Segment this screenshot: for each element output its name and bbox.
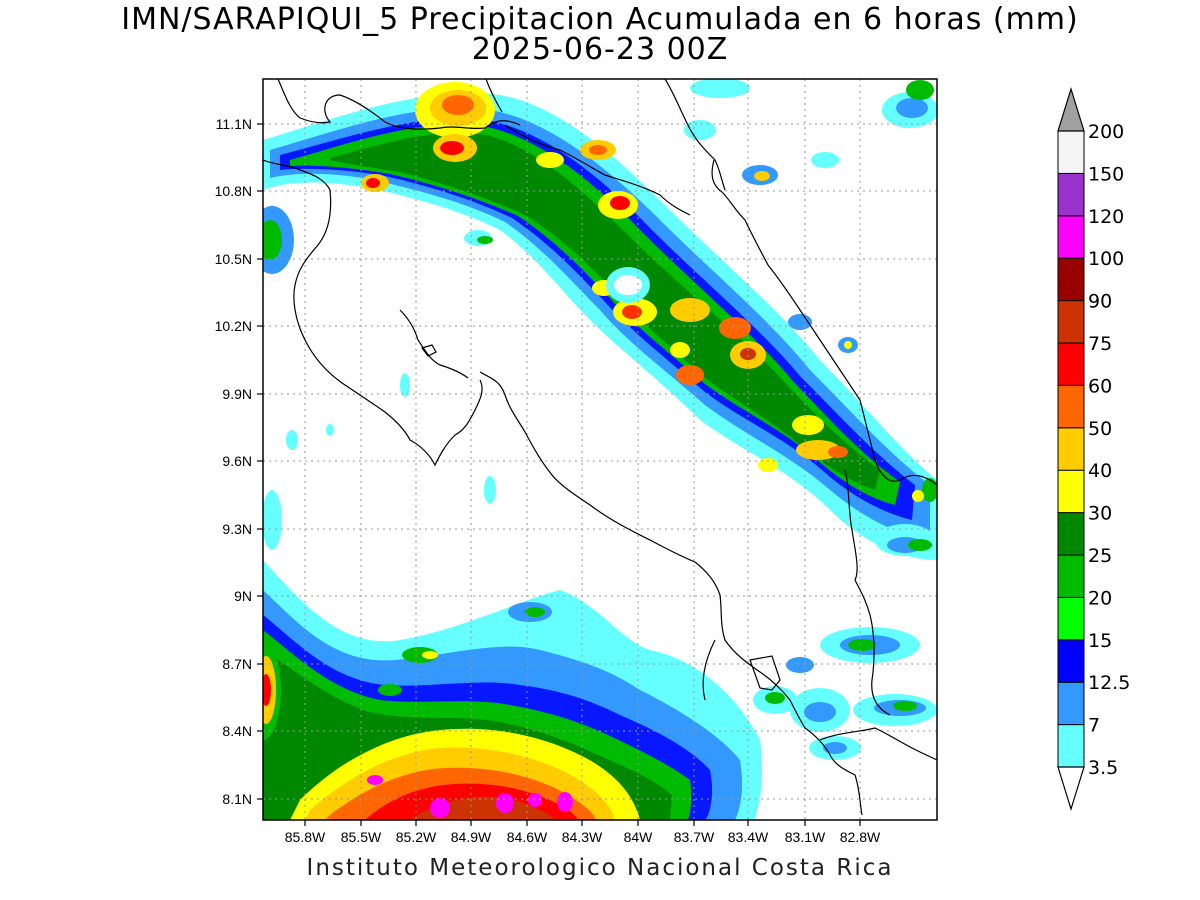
colorbar-swatch <box>1057 554 1085 598</box>
colorbar-label: 30 <box>1088 503 1112 525</box>
colorbar-boxes <box>1057 130 1085 768</box>
colorbar-label: 15 <box>1088 630 1112 652</box>
west-edge-cells <box>263 206 496 550</box>
colorbar-under-triangle <box>1057 766 1085 812</box>
lon-label: 84.3W <box>562 829 603 845</box>
colorbar-swatch <box>1057 681 1085 726</box>
colorbar-label: 200 <box>1088 121 1124 143</box>
colorbar-label: 12.5 <box>1088 672 1130 694</box>
colorbar-label: 120 <box>1088 206 1124 228</box>
lat-label: 10.8N <box>215 183 252 199</box>
colorbar-swatch <box>1057 512 1085 556</box>
lat-label: 8.4N <box>222 723 252 739</box>
map-datetime: 2025-06-23 00Z <box>471 32 729 67</box>
longitude-labels: 85.8W 85.5W 85.2W 84.9W 84.6W 84.3W 84W … <box>285 829 881 845</box>
colorbar-label: 25 <box>1088 545 1112 567</box>
colorbar-label: 20 <box>1088 587 1112 609</box>
colorbar-legend: 3.5 7 12.5 15 20 25 30 40 50 60 75 90 100 120 150 200 <box>1057 86 1130 812</box>
lat-label: 10.5N <box>215 251 252 267</box>
lon-label: 83.4W <box>728 829 769 845</box>
lon-label: 83.1W <box>785 829 826 845</box>
lon-label: 82.8W <box>840 829 881 845</box>
colorbar-label: 3.5 <box>1088 757 1118 779</box>
colorbar-swatch <box>1057 427 1085 471</box>
lat-label: 9.3N <box>222 521 252 537</box>
colorbar-over-triangle <box>1057 86 1085 132</box>
lat-label: 9N <box>234 588 252 604</box>
colorbar-swatch <box>1057 596 1085 641</box>
colorbar-labels: 3.5 7 12.5 15 20 25 30 40 50 60 75 90 100 120 150 200 <box>1088 121 1130 779</box>
northeast-cells <box>684 79 937 353</box>
lat-label: 8.1N <box>222 791 252 807</box>
colorbar-label: 60 <box>1088 375 1112 397</box>
coastlines <box>263 79 937 816</box>
colorbar-swatch <box>1057 384 1085 429</box>
graticule <box>263 79 937 820</box>
lat-label: 8.7N <box>222 656 252 672</box>
pacific-rain-band <box>263 560 763 820</box>
plot-frame <box>262 78 938 821</box>
colorbar-swatch <box>1057 639 1085 683</box>
colorbar-swatch <box>1057 300 1085 344</box>
colorbar-label: 7 <box>1088 715 1100 737</box>
colorbar-swatch <box>1057 257 1085 302</box>
lon-label: 84.6W <box>507 829 548 845</box>
map-title: IMN/SARAPIQUI_5 Precipitacion Acumulada … <box>121 2 1079 37</box>
colorbar-label: 100 <box>1088 248 1124 270</box>
colorbar-swatch <box>1057 724 1085 768</box>
lat-label: 10.2N <box>215 318 252 334</box>
colorbar-swatch <box>1057 172 1085 217</box>
lat-label: 11.1N <box>216 116 252 132</box>
footer-credit: Instituto Meteorologico Nacional Costa R… <box>306 855 894 881</box>
colorbar-swatch <box>1057 342 1085 386</box>
lon-label: 85.5W <box>341 829 382 845</box>
colorbar-swatch <box>1057 469 1085 514</box>
lon-label: 83.7W <box>674 829 715 845</box>
colorbar-label: 50 <box>1088 418 1112 440</box>
colorbar-label: 150 <box>1088 163 1124 185</box>
latitude-labels: 11.1N 10.8N 10.5N 10.2N 9.9N 9.6N 9.3N 9… <box>215 116 252 807</box>
lat-label: 9.6N <box>222 453 252 469</box>
colorbar-swatch <box>1057 215 1085 259</box>
lat-label: 9.9N <box>222 386 252 402</box>
lon-label: 84W <box>624 829 654 845</box>
colorbar-label: 40 <box>1088 460 1112 482</box>
lon-label: 85.8W <box>285 829 326 845</box>
lon-label: 85.2W <box>396 829 437 845</box>
axis-ticks <box>257 123 861 826</box>
colorbar-label: 75 <box>1088 333 1112 355</box>
colorbar-label: 90 <box>1088 291 1112 313</box>
lon-label: 84.9W <box>451 829 492 845</box>
colorbar-swatch <box>1057 130 1085 174</box>
